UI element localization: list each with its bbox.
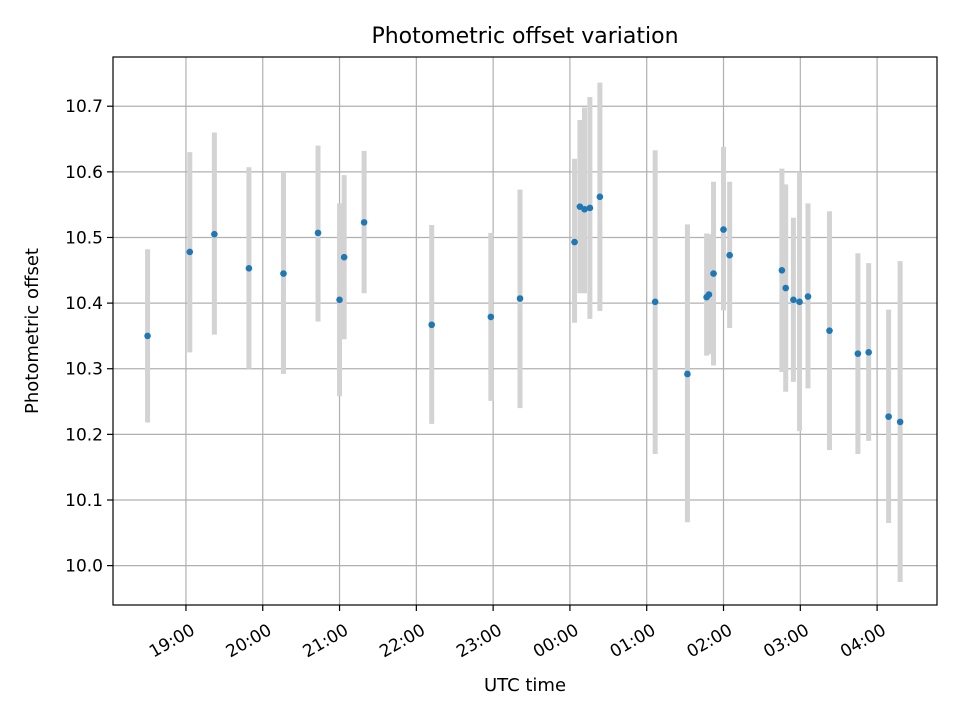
data-point bbox=[186, 248, 194, 256]
data-point bbox=[726, 251, 733, 259]
y-tick-label: 10.0 bbox=[65, 557, 103, 577]
data-point bbox=[885, 413, 892, 420]
y-tick-label: 10.4 bbox=[65, 294, 103, 314]
y-tick-label: 10.1 bbox=[65, 491, 103, 511]
data-point bbox=[651, 298, 659, 306]
data-point bbox=[596, 193, 604, 201]
plot-frame bbox=[112, 56, 938, 606]
y-tick-label: 10.6 bbox=[65, 163, 103, 183]
data-point bbox=[144, 332, 151, 340]
data-point bbox=[796, 298, 803, 306]
y-axis-ticks: 10.0 10.1 10.2 10.3 10.4 10.5 10.6 10.7 bbox=[65, 97, 113, 577]
data-point bbox=[826, 327, 833, 334]
y-tick-label: 10.5 bbox=[65, 228, 103, 248]
y-axis-label: Photometric offset bbox=[22, 248, 43, 414]
y-tick-label: 10.2 bbox=[65, 425, 103, 445]
data-point bbox=[854, 350, 862, 357]
data-point bbox=[211, 230, 218, 238]
data-points bbox=[144, 193, 904, 426]
chart-title: Photometric offset variation bbox=[371, 24, 678, 49]
x-axis-label: UTC time bbox=[484, 675, 566, 696]
data-point bbox=[487, 313, 495, 321]
data-point bbox=[782, 284, 790, 292]
data-point bbox=[804, 293, 812, 300]
data-point bbox=[428, 321, 435, 329]
data-point bbox=[336, 296, 343, 304]
data-point bbox=[245, 265, 253, 272]
data-point bbox=[778, 266, 786, 274]
data-point bbox=[571, 238, 578, 246]
data-point bbox=[720, 226, 727, 233]
data-point bbox=[865, 349, 872, 356]
data-point bbox=[705, 291, 713, 298]
data-point bbox=[280, 270, 287, 277]
y-tick-label: 10.3 bbox=[65, 360, 103, 380]
data-point bbox=[314, 229, 322, 237]
data-point bbox=[516, 295, 524, 302]
data-point bbox=[360, 219, 368, 226]
data-point bbox=[340, 253, 348, 261]
data-point bbox=[581, 205, 588, 213]
data-point bbox=[684, 370, 691, 378]
data-point bbox=[896, 418, 904, 426]
data-point bbox=[710, 270, 717, 277]
y-tick-label: 10.7 bbox=[65, 97, 103, 117]
data-point bbox=[586, 204, 594, 212]
data-point bbox=[790, 296, 797, 304]
